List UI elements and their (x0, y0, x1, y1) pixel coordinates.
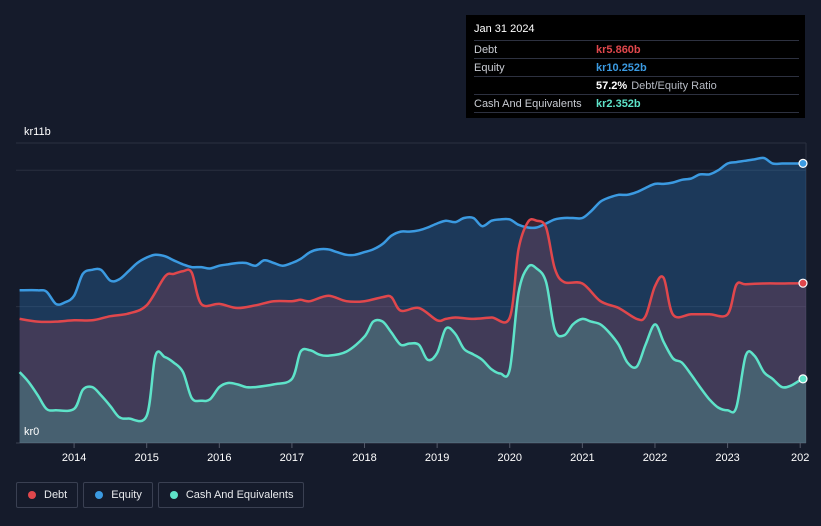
x-tick-label: 2020 (498, 452, 522, 464)
tooltip-date: Jan 31 2024 (474, 23, 535, 35)
x-axis: 2014 2015 2016 2017 2018 2019 2020 2021 2022 2023… (62, 443, 809, 464)
y-tick-label-max: kr11b (24, 126, 51, 138)
debt-dot-icon (28, 491, 36, 499)
x-tick-label: 2017 (280, 452, 304, 464)
x-tick-label: 2015 (134, 452, 158, 464)
x-tick-label: 2016 (207, 452, 231, 464)
x-tick-label: 2021 (570, 452, 594, 464)
tooltip: Jan 31 2024 Debt kr5.860b Equity kr10.25… (466, 15, 805, 118)
legend-debt-label: Debt (44, 489, 68, 501)
x-tick-label: 2022 (643, 452, 667, 464)
equity-area (19, 157, 806, 443)
chart-lines (18, 156, 806, 423)
y-axis: kr11b kr0 (24, 126, 51, 438)
chart-grid (16, 142, 807, 444)
equity-end-marker (798, 158, 808, 168)
equity-dot-icon (95, 491, 104, 499)
tooltip-equity-value: kr10.252b (596, 61, 647, 74)
tooltip-equity-label: Equity (474, 61, 505, 74)
x-tick-label: 2019 (425, 452, 449, 464)
cash-and-equivalents-line (18, 263, 806, 423)
x-tick-label: 2018 (352, 452, 376, 464)
cash-dot-icon (169, 491, 178, 499)
tooltip-row-cash: Cash And Equivalents kr2.352b (474, 94, 799, 113)
debt-area (19, 219, 806, 443)
legend-item-debt[interactable]: Debt (16, 482, 79, 508)
equity-line (19, 156, 806, 306)
legend-equity-label: Equity (111, 489, 142, 501)
tooltip-cash-value: kr2.352b (596, 97, 641, 110)
legend-item-cash[interactable]: Cash And Equivalents (157, 482, 305, 508)
legend-cash-label: Cash And Equivalents (185, 489, 294, 501)
tooltip-ratio-value: 57.2% (596, 79, 628, 92)
cash-and-equivalents-area (19, 265, 806, 443)
chart-areas (19, 157, 806, 443)
x-tick-label: 202 (791, 452, 809, 464)
tooltip-row-equity: Equity kr10.252b (474, 58, 799, 76)
x-tick-label: 2023 (715, 452, 739, 464)
tooltip-debt-value: kr5.860b (596, 43, 641, 56)
chart-legend: Debt Equity Cash And Equivalents (16, 482, 305, 508)
y-tick-label-min: kr0 (24, 426, 39, 438)
tooltip-row-debt: Debt kr5.860b (474, 40, 799, 58)
debt-end-marker (798, 278, 808, 288)
tooltip-debt-label: Debt (474, 43, 498, 56)
debt-line (19, 218, 806, 324)
x-tick-label: 2014 (62, 452, 86, 464)
chart-end-markers (798, 158, 808, 384)
tooltip-cash-label: Cash And Equivalents (474, 97, 582, 110)
legend-item-equity[interactable]: Equity (83, 482, 153, 508)
tooltip-ratio-label: Debt/Equity Ratio (631, 79, 717, 92)
tooltip-row-ratio: 57.2% Debt/Equity Ratio (474, 76, 799, 94)
cash-and-equivalents-end-marker (798, 374, 808, 384)
